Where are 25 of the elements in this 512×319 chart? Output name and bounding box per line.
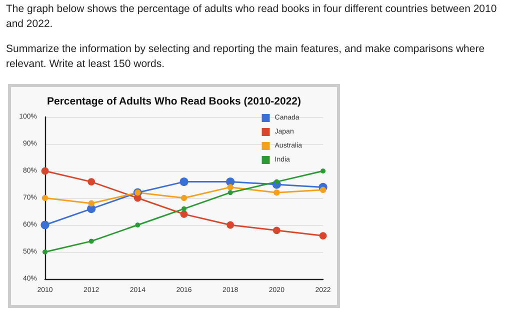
point	[41, 167, 49, 175]
point	[42, 194, 48, 202]
point	[320, 168, 326, 174]
point	[88, 238, 94, 244]
point	[40, 220, 50, 230]
point	[274, 190, 280, 196]
point	[88, 200, 94, 206]
point	[320, 186, 326, 193]
point	[180, 210, 188, 218]
point	[227, 184, 234, 190]
point	[274, 179, 280, 184]
point	[88, 178, 96, 186]
point	[42, 250, 48, 254]
point	[226, 221, 234, 229]
chart-title: Percentage of Adults Who Read Books (2010-2022)	[46, 96, 302, 108]
point	[272, 226, 280, 234]
point	[182, 206, 186, 212]
point	[180, 194, 188, 202]
text: Summarize the information by selecting and reporting the main features, and make comparisons where relevant. Write at least 150 words.	[6, 42, 486, 72]
point	[135, 222, 140, 228]
point	[319, 232, 327, 240]
point	[180, 178, 188, 186]
point	[228, 190, 233, 196]
text: The graph below shows the percentage of adults who read books in four different countries between 2010 and 2022.	[6, 2, 498, 32]
point	[134, 194, 142, 202]
